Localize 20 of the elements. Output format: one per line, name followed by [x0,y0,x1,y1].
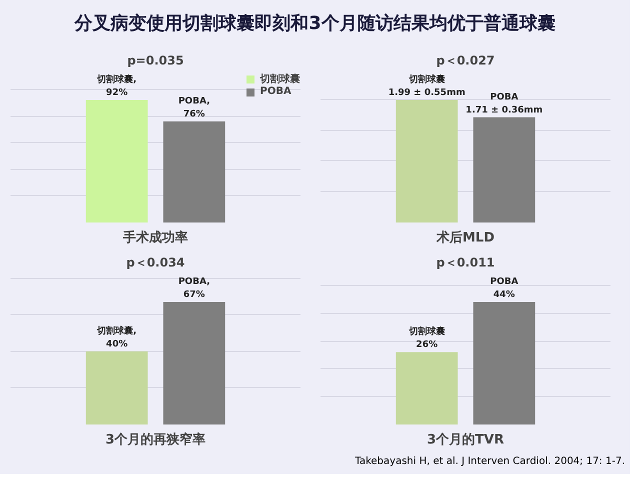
chart-subtitle: p＜0.011 [436,256,495,270]
x-axis-title: 手术成功率 [122,230,188,246]
x-axis-title: 3个月的再狭窄率 [105,432,206,448]
legend-label: POBA [260,86,292,97]
data-label: 切割球囊, 92% [96,74,137,98]
data-label: POBA, 67% [178,277,210,300]
data-label: 切割球囊, 40% [96,325,137,350]
chart-title: 分叉病变使用切割球囊即刻和3个月随访结果均优于普通球囊 [74,12,556,36]
chart-subtitle: p=0.035 [127,54,184,68]
chart-subtitle: p＜0.034 [126,256,185,270]
data-label: POBA 44% [490,277,518,300]
text: Takebayashi H, et al. J Interven Cardiol. 2004; 17: 1-7. [355,455,625,469]
chart-subtitle: p＜0.027 [436,54,495,68]
data-label: POBA 1.71 ± 0.36mm [466,92,543,116]
legend-label: 切割球囊 [260,72,300,86]
x-axis-title: 3个月的TVR [427,432,504,448]
x-axis-title: 术后MLD [435,230,495,246]
data-label: 切割球囊 1.99 ± 0.55mm [388,74,466,98]
data-label: 切割球囊 26% [408,326,445,350]
data-label: POBA, 76% [178,96,210,120]
